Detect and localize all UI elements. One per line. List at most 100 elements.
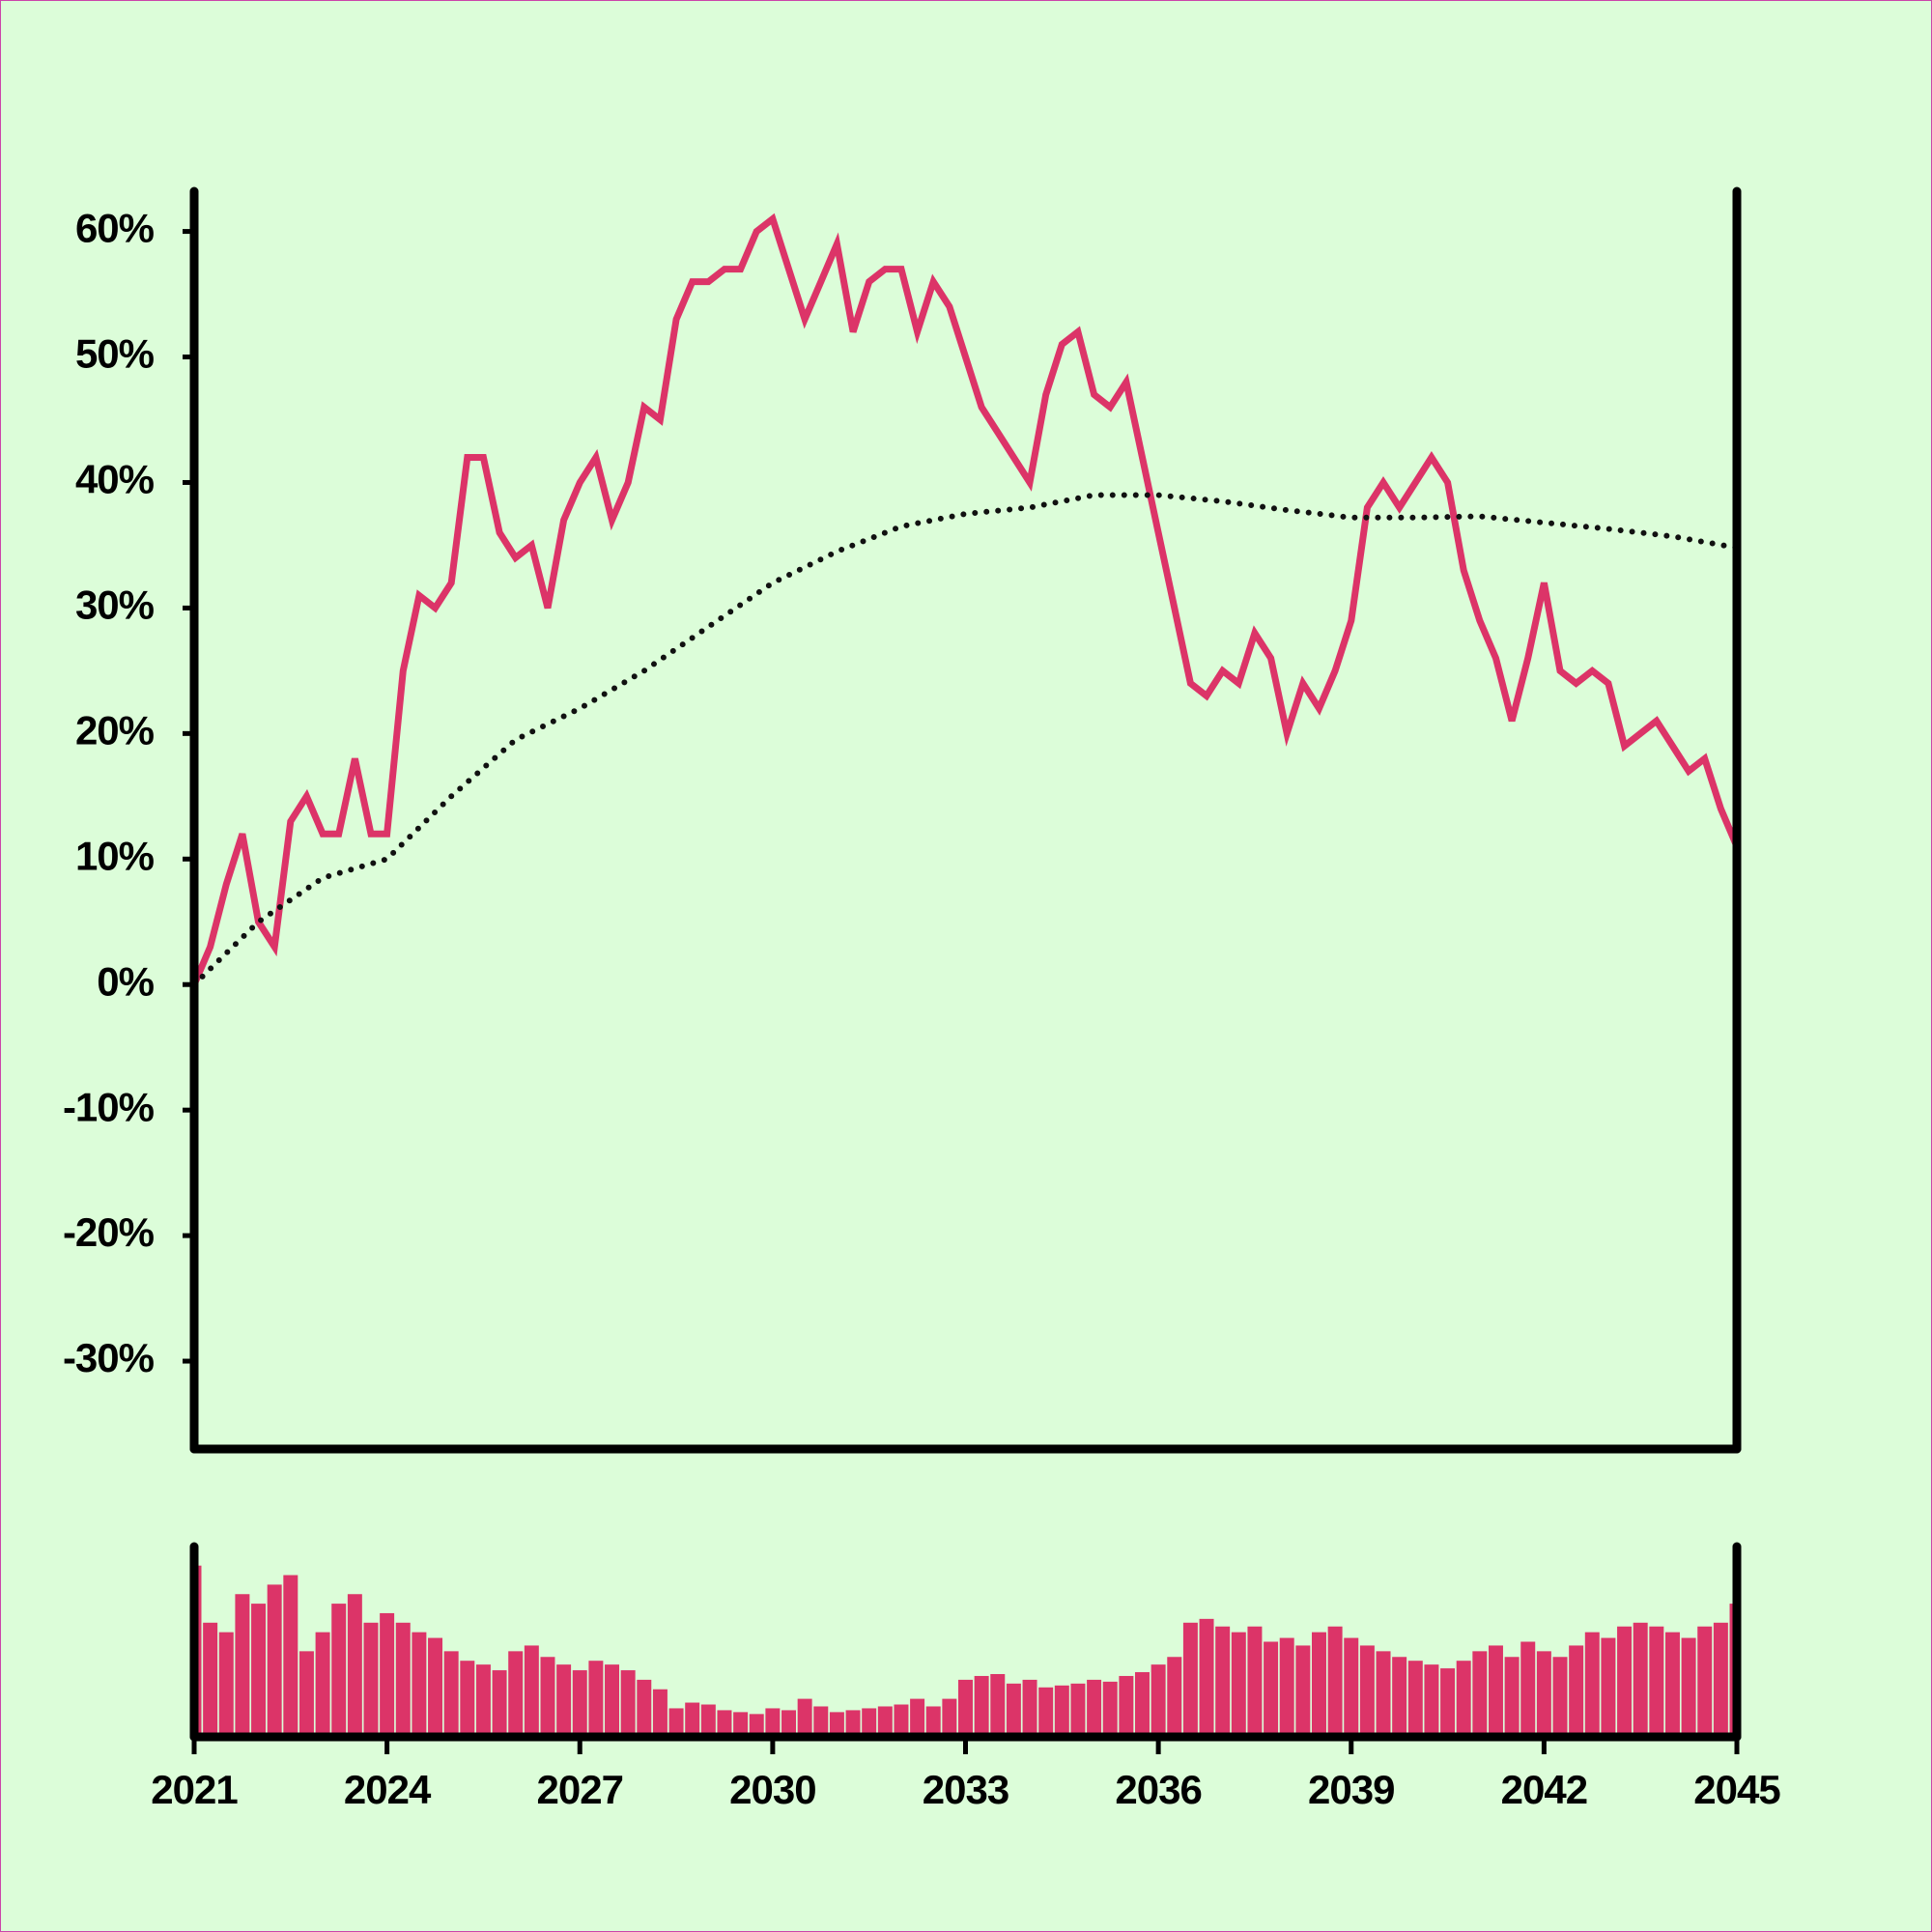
y-tick-label: 10% [75, 833, 155, 878]
volume-bar [974, 1675, 989, 1737]
volume-bar [637, 1679, 652, 1737]
x-tick-label: 2045 [1693, 1767, 1780, 1812]
volume-bar [235, 1594, 250, 1737]
x-tick-label: 2039 [1308, 1767, 1394, 1812]
volume-bar [1295, 1645, 1311, 1737]
volume-bar [1649, 1626, 1664, 1737]
volume-bar [572, 1670, 587, 1737]
volume-bar [877, 1706, 893, 1737]
volume-bar [1601, 1637, 1616, 1737]
volume-bar [1087, 1679, 1102, 1737]
x-tick-label: 2036 [1115, 1767, 1201, 1812]
volume-bar [1504, 1657, 1520, 1737]
volume-bar [1664, 1632, 1680, 1737]
volume-bar [942, 1698, 957, 1737]
y-tick-label: 30% [75, 582, 155, 627]
volume-bar [1022, 1679, 1037, 1737]
x-tick-label: 2030 [729, 1767, 815, 1812]
y-tick-label: -10% [63, 1084, 155, 1129]
volume-bar [1199, 1618, 1214, 1737]
volume-bar [556, 1664, 572, 1737]
volume-bar [347, 1594, 362, 1737]
volume-bar [1407, 1661, 1423, 1737]
volume-bar [1520, 1641, 1536, 1737]
volume-bar [1151, 1664, 1166, 1737]
volume-bar [443, 1651, 459, 1737]
volume-bar [380, 1612, 395, 1737]
volume-bar [331, 1604, 347, 1737]
volume-bar [1472, 1651, 1488, 1737]
volume-bar [492, 1670, 507, 1737]
volume-bar [1392, 1657, 1407, 1737]
volume-bar [1327, 1626, 1343, 1737]
y-tick-label: 60% [75, 206, 155, 251]
volume-bar [1279, 1637, 1294, 1737]
volume-bar [1119, 1675, 1134, 1737]
y-tick-label: 20% [75, 707, 155, 753]
volume-bar [700, 1704, 716, 1737]
volume-bar [749, 1714, 764, 1737]
volume-bar [1456, 1661, 1471, 1737]
volume-bar [1038, 1687, 1054, 1737]
volume-bar [925, 1706, 941, 1737]
volume-bar [1102, 1681, 1118, 1737]
volume-bar [1376, 1651, 1391, 1737]
volume-bar [363, 1622, 379, 1737]
volume-bar [251, 1604, 267, 1737]
volume-bar [1552, 1657, 1568, 1737]
volume-bar [668, 1708, 684, 1737]
volume-bar [1231, 1632, 1246, 1737]
y-tick-label: -30% [63, 1335, 155, 1380]
volume-bar [475, 1664, 491, 1737]
volume-bar [894, 1704, 909, 1737]
volume-bar [620, 1670, 636, 1737]
volume-bar [1135, 1672, 1150, 1737]
volume-bar [813, 1706, 829, 1737]
volume-bar [395, 1622, 411, 1737]
volume-bar [1247, 1626, 1263, 1737]
x-tick-label: 2042 [1501, 1767, 1587, 1812]
volume-bar [1215, 1626, 1231, 1737]
volume-bar [1167, 1657, 1182, 1737]
volume-bar [1697, 1626, 1713, 1737]
volume-bar [797, 1698, 812, 1737]
volume-bar [717, 1710, 732, 1737]
volume-bar [958, 1679, 973, 1737]
volume-bar [540, 1657, 555, 1737]
volume-bar [862, 1708, 877, 1737]
volume-bar [1006, 1683, 1021, 1737]
volume-bar [524, 1645, 539, 1737]
volume-bar [652, 1689, 668, 1737]
volume-bar [910, 1698, 925, 1737]
volume-bar [685, 1702, 700, 1737]
x-tick-label: 2027 [537, 1767, 623, 1812]
volume-bar [1182, 1622, 1198, 1737]
volume-bar [428, 1637, 443, 1737]
volume-bar [829, 1712, 844, 1737]
price-line [190, 213, 1741, 988]
volume-bar [1536, 1651, 1551, 1737]
volume-bar [203, 1622, 218, 1737]
y-tick-label: 40% [75, 457, 155, 502]
volume-bar [460, 1661, 475, 1737]
volume-bar [1359, 1645, 1375, 1737]
volume-bar [605, 1664, 620, 1737]
x-tick-label: 2024 [344, 1767, 432, 1812]
volume-bar [1681, 1637, 1696, 1737]
volume-bar [781, 1710, 796, 1737]
volume-bar [1070, 1683, 1086, 1737]
volume-bar [1344, 1637, 1359, 1737]
moving-average-line [191, 492, 1740, 988]
volume-bar [588, 1661, 604, 1737]
volume-bar [315, 1632, 330, 1737]
volume-bar [1264, 1641, 1279, 1737]
y-tick-label: 50% [75, 331, 155, 377]
volume-bar [1633, 1622, 1648, 1737]
volume-bar [412, 1632, 427, 1737]
volume-bar [508, 1651, 524, 1737]
volume-bar [1440, 1668, 1456, 1737]
volume-bar [1488, 1645, 1503, 1737]
volume-bar [298, 1651, 314, 1737]
